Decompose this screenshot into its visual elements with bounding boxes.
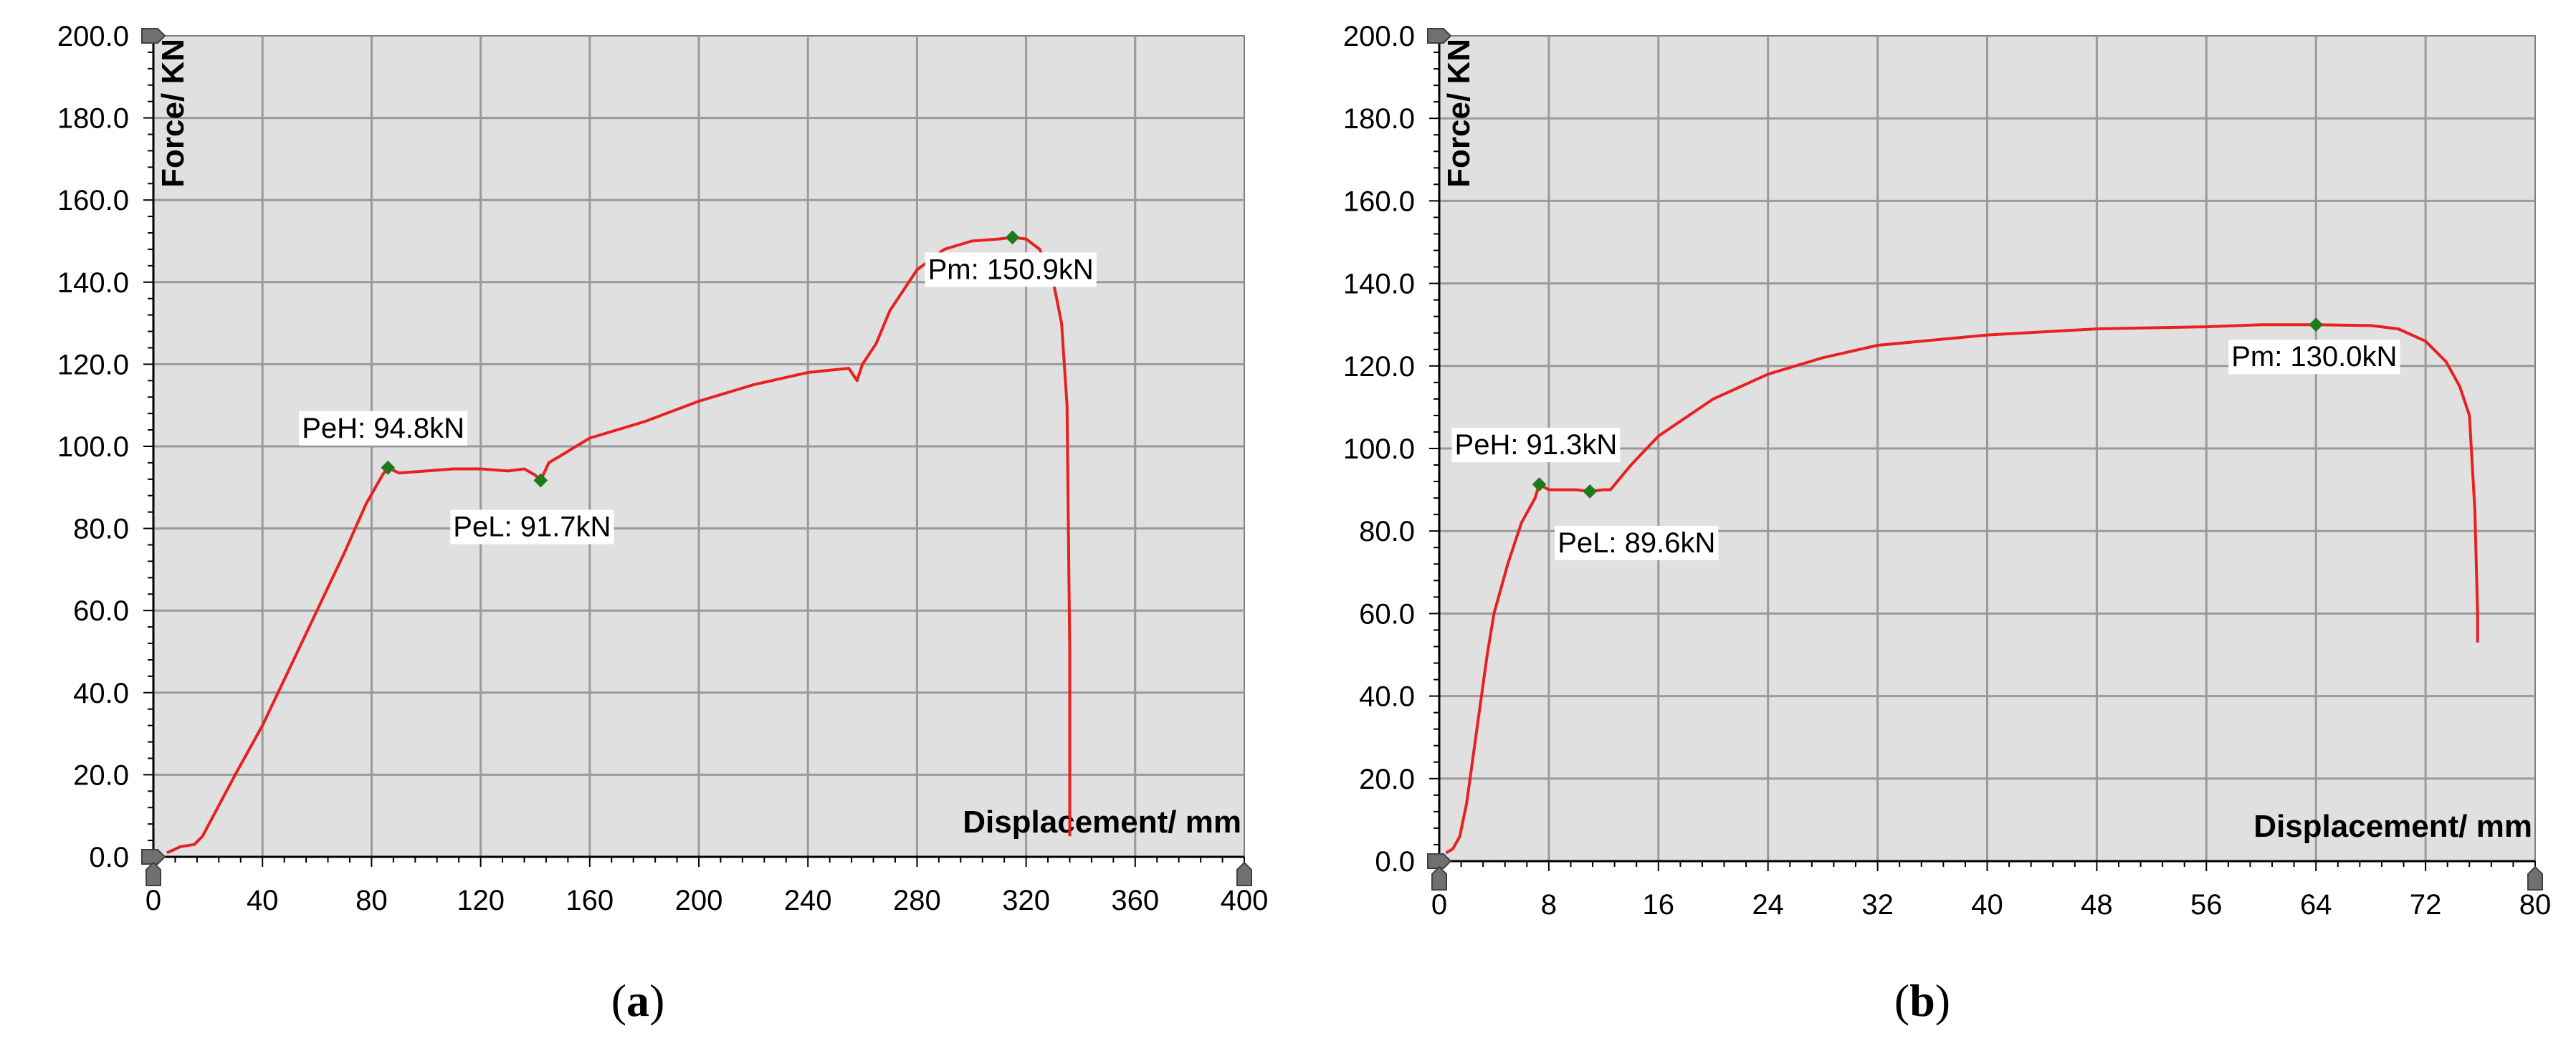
annotation-marker <box>2309 317 2324 332</box>
annotation-box <box>1555 525 1719 560</box>
annotation-label: PeH: 94.8kN <box>302 413 464 444</box>
annotation-label: Pm: 130.0kN <box>2231 341 2397 373</box>
x-tick-label: 56 <box>2190 889 2223 921</box>
x-axis-right-marker <box>1236 861 1252 886</box>
x-tick-label: 80 <box>356 885 388 916</box>
annotation-box <box>2228 340 2400 375</box>
x-axis-right-marker <box>2527 865 2543 891</box>
x-tick-label: 360 <box>1111 885 1159 916</box>
y-tick-label: 140.0 <box>1343 269 1415 300</box>
y-axis-title: Force/ KN <box>1441 39 1477 188</box>
annotation-label: PeL: 89.6kN <box>1557 527 1715 559</box>
x-tick-label: 40 <box>247 885 279 916</box>
annotation-marker <box>1583 484 1598 499</box>
x-tick-label: 80 <box>2519 889 2552 921</box>
y-tick-label: 20.0 <box>73 759 129 791</box>
x-tick-label: 120 <box>457 885 505 916</box>
x-tick-label: 72 <box>2410 889 2442 921</box>
x-axis-title: Displacement/ mm <box>2253 809 2532 844</box>
y-tick-label: 60.0 <box>1359 598 1415 630</box>
caption-a: (a) <box>611 975 665 1026</box>
x-tick-label: 0 <box>1431 889 1447 921</box>
x-tick-label: 320 <box>1002 885 1050 916</box>
y-tick-label: 180.0 <box>1343 103 1415 135</box>
annotation-box <box>1451 428 1621 463</box>
annotation-label: PeH: 91.3kN <box>1455 429 1618 461</box>
chart-panel-b: 0.0 20.0 40.0 60.0 80.0 100.0 120.0 140.0 160.0 1… <box>1343 21 2551 921</box>
x-tick-label: 280 <box>893 885 941 916</box>
x-tick-label: 24 <box>1752 889 1784 921</box>
x-tick-label: 32 <box>1861 889 1894 921</box>
x-tick-label: 16 <box>1643 889 1675 921</box>
annotation-marker <box>1005 230 1020 245</box>
y-tick-label: 20.0 <box>1359 764 1415 795</box>
x-tick-label: 40 <box>1971 889 2003 921</box>
x-tick-label: 200 <box>675 885 723 916</box>
x-tick-label: 48 <box>2081 889 2113 921</box>
annotation-box <box>450 509 614 544</box>
y-tick-label: 0.0 <box>1375 846 1415 878</box>
y-tick-label: 100.0 <box>57 431 129 463</box>
caption-a-letter: a <box>626 975 649 1026</box>
annotation-label: Pm: 150.9kN <box>928 254 1094 285</box>
y-tick-label: 140.0 <box>57 267 129 299</box>
y-axis-top-marker <box>1427 28 1452 44</box>
x-axis-left-marker <box>146 861 161 886</box>
annotation-box <box>925 252 1097 287</box>
y-tick-label: 80.0 <box>73 514 129 545</box>
y-axis-top-marker <box>141 28 166 44</box>
y-tick-label: 160.0 <box>1343 186 1415 217</box>
y-axis-title: Force/ KN <box>156 39 191 188</box>
y-tick-label: 100.0 <box>1343 433 1415 465</box>
annotation-marker <box>1532 477 1547 492</box>
series-line <box>1445 323 2479 855</box>
x-tick-label: 160 <box>566 885 614 916</box>
x-axis-title: Displacement/ mm <box>963 805 1241 840</box>
chart-panel-a: 0.0 20.0 40.0 60.0 80.0 100.0 120.0 140.0 160.0 1… <box>57 21 1268 916</box>
annotation-marker <box>381 460 396 475</box>
caption-b: (b) <box>1894 975 1951 1026</box>
caption-b-letter: b <box>1909 975 1935 1026</box>
x-axis-left-marker <box>1431 865 1447 891</box>
y-tick-label: 200.0 <box>1343 21 1415 52</box>
y-tick-label: 200.0 <box>57 21 129 52</box>
y-tick-label: 0.0 <box>89 842 129 873</box>
annotation-label: PeL: 91.7kN <box>453 512 611 543</box>
y-tick-label: 120.0 <box>1343 351 1415 383</box>
x-tick-label: 8 <box>1541 889 1557 921</box>
y-tick-label: 60.0 <box>73 595 129 627</box>
y-axis-bottom-marker <box>1427 853 1452 869</box>
annotation-marker <box>533 473 548 488</box>
y-tick-label: 80.0 <box>1359 516 1415 547</box>
y-tick-label: 160.0 <box>57 185 129 216</box>
y-axis-bottom-marker <box>141 849 166 865</box>
x-tick-label: 0 <box>146 885 161 916</box>
x-tick-label: 64 <box>2300 889 2332 921</box>
x-tick-label: 240 <box>784 885 832 916</box>
y-tick-label: 180.0 <box>57 103 129 135</box>
x-tick-label: 400 <box>1221 885 1269 916</box>
y-tick-label: 40.0 <box>73 678 129 709</box>
annotation-box <box>299 411 468 446</box>
y-tick-label: 40.0 <box>1359 681 1415 713</box>
y-tick-label: 120.0 <box>57 349 129 380</box>
